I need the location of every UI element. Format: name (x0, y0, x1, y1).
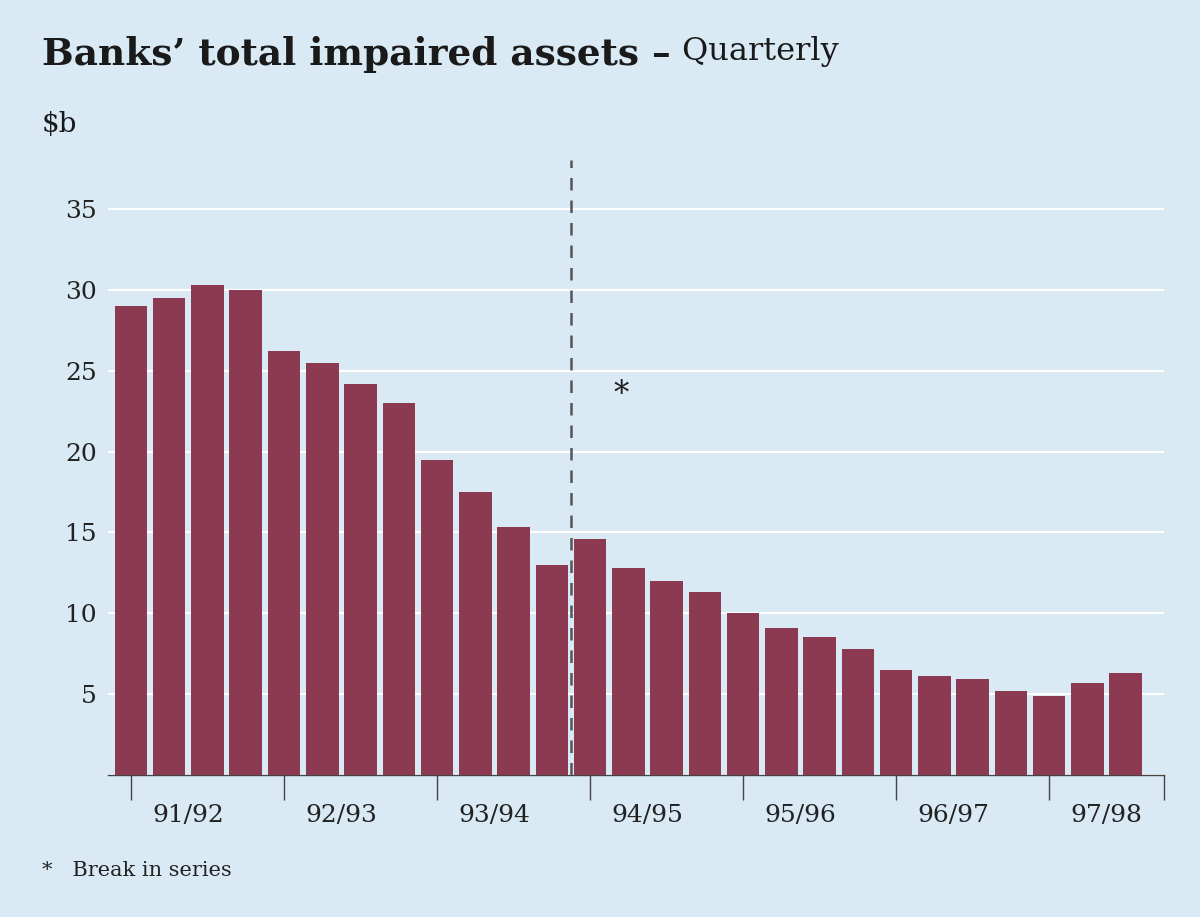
Bar (766, 628, 798, 775)
Bar (727, 613, 760, 775)
Bar (421, 459, 454, 775)
Text: 91/92: 91/92 (152, 804, 224, 827)
Text: 92/93: 92/93 (306, 804, 377, 827)
Bar (1072, 682, 1104, 775)
Bar (574, 539, 606, 775)
Bar (497, 527, 530, 775)
Bar (115, 306, 148, 775)
Bar (689, 592, 721, 775)
Bar (880, 669, 912, 775)
Bar (918, 676, 950, 775)
Bar (460, 492, 492, 775)
Bar (191, 285, 223, 775)
Bar (803, 637, 836, 775)
Bar (152, 298, 186, 775)
Text: 93/94: 93/94 (458, 804, 530, 827)
Bar (956, 679, 989, 775)
Text: 97/98: 97/98 (1070, 804, 1142, 827)
Text: 96/97: 96/97 (918, 804, 990, 827)
Bar (383, 403, 415, 775)
Text: *: * (613, 380, 629, 411)
Bar (268, 351, 300, 775)
Text: $b: $b (42, 111, 77, 138)
Bar (1033, 696, 1066, 775)
Bar (344, 383, 377, 775)
Bar (306, 362, 338, 775)
Bar (535, 565, 568, 775)
Bar (229, 290, 262, 775)
Bar (612, 568, 644, 775)
Text: 95/96: 95/96 (764, 804, 836, 827)
Bar (841, 648, 874, 775)
Bar (1110, 673, 1142, 775)
Text: Quarterly: Quarterly (672, 36, 839, 67)
Bar (995, 691, 1027, 775)
Bar (650, 580, 683, 775)
Text: *   Break in series: * Break in series (42, 861, 232, 880)
Text: 94/95: 94/95 (612, 804, 684, 827)
Text: Banks’ total impaired assets –: Banks’ total impaired assets – (42, 36, 671, 72)
